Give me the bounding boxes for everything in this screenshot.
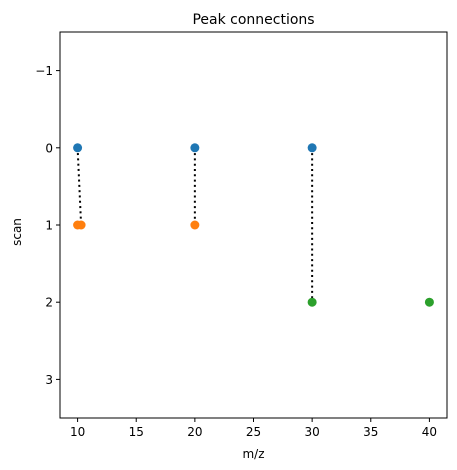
x-tick-label-5: 35 xyxy=(363,425,378,439)
x-tick-label-3: 25 xyxy=(246,425,261,439)
series-2-point-1 xyxy=(424,297,434,307)
x-tick-label-2: 20 xyxy=(187,425,202,439)
x-tick-label-6: 40 xyxy=(422,425,437,439)
y-tick-label-1: 0 xyxy=(45,141,53,155)
plot-area: 10 15 20 25 30 35 40 −1 0 1 2 3 xyxy=(35,31,448,439)
connection-line-0 xyxy=(76,147,83,226)
plot-frame xyxy=(59,31,448,419)
chart-title: Peak connections xyxy=(192,12,314,28)
y-axis-label: scan xyxy=(10,218,24,246)
y-tick-label-3: 2 xyxy=(45,296,53,310)
x-axis-label: m/z xyxy=(242,447,264,461)
y-tick-label-0: −1 xyxy=(35,64,53,78)
series-0-point-2 xyxy=(307,143,317,153)
series-1-point-2 xyxy=(190,220,200,230)
series-0-point-0 xyxy=(73,143,83,153)
y-tick-label-2: 1 xyxy=(45,219,53,233)
series-0-point-1 xyxy=(190,143,200,153)
x-tick-label-4: 30 xyxy=(304,425,319,439)
series-1-point-1 xyxy=(76,220,86,230)
x-tick-label-1: 15 xyxy=(129,425,144,439)
series-2-point-0 xyxy=(307,297,317,307)
y-tick-label-4: 3 xyxy=(45,373,53,387)
x-tick-label-0: 10 xyxy=(70,425,85,439)
